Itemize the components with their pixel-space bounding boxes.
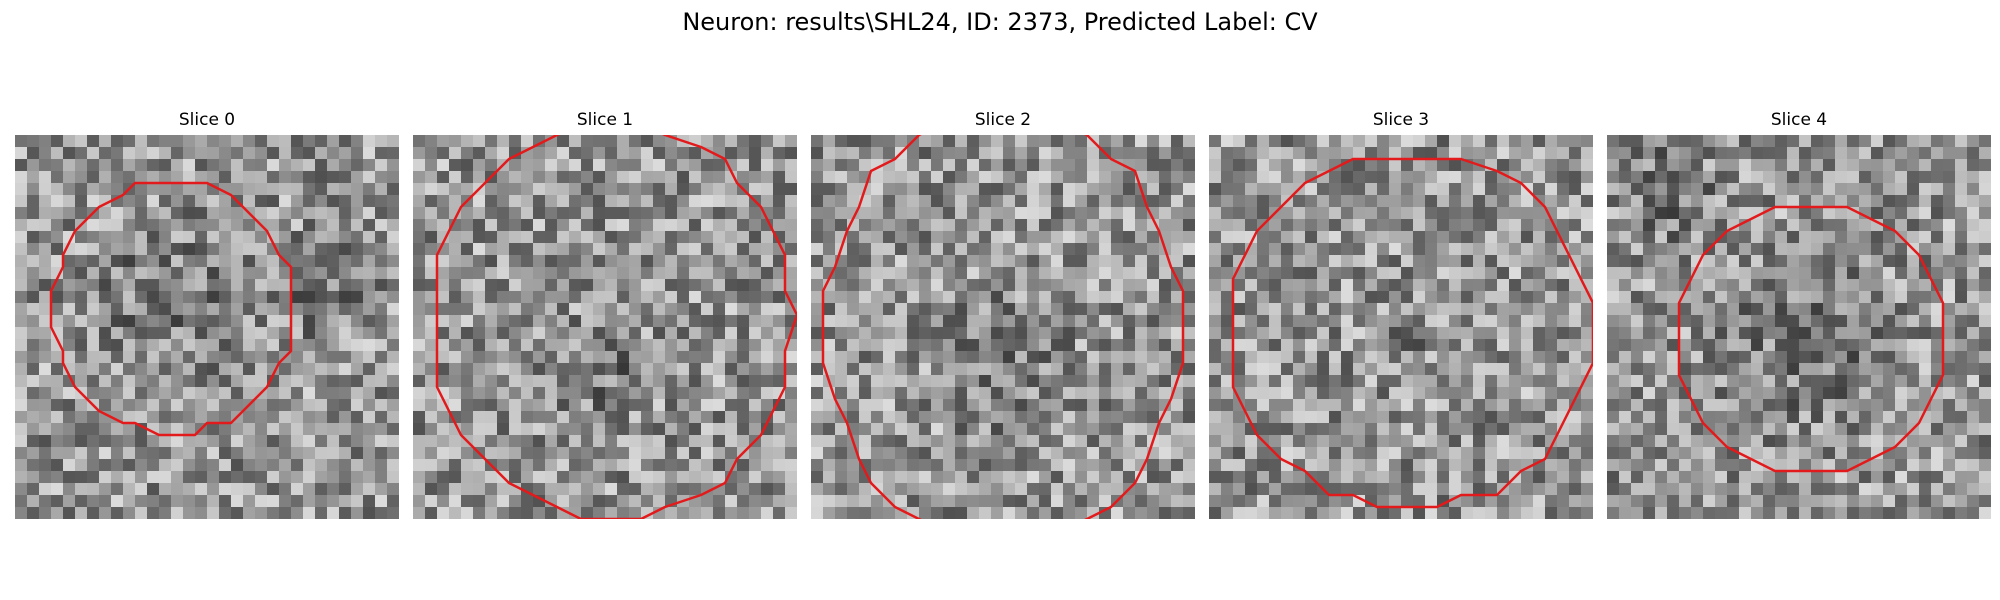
slice-image-3: [1209, 135, 1593, 519]
slice-title: Slice 3: [1372, 110, 1430, 130]
slice-title: Slice 1: [576, 110, 634, 130]
slice-title: Slice 0: [178, 110, 236, 130]
contour-outline: [49, 181, 293, 437]
figure-title: Neuron: results\SHL24, ID: 2373, Predict…: [682, 8, 1318, 36]
contour-outline: [1231, 157, 1593, 509]
slice-image-1: [413, 135, 797, 519]
contour-outline: [435, 135, 797, 519]
slice-title: Slice 4: [1770, 110, 1828, 130]
slice-image-2: [811, 135, 1195, 519]
slice-image-0: [15, 135, 399, 519]
slice-image-4: [1607, 135, 1991, 519]
contour-outline: [1677, 205, 1945, 473]
contour-outline: [821, 135, 1185, 519]
slice-title: Slice 2: [974, 110, 1032, 130]
